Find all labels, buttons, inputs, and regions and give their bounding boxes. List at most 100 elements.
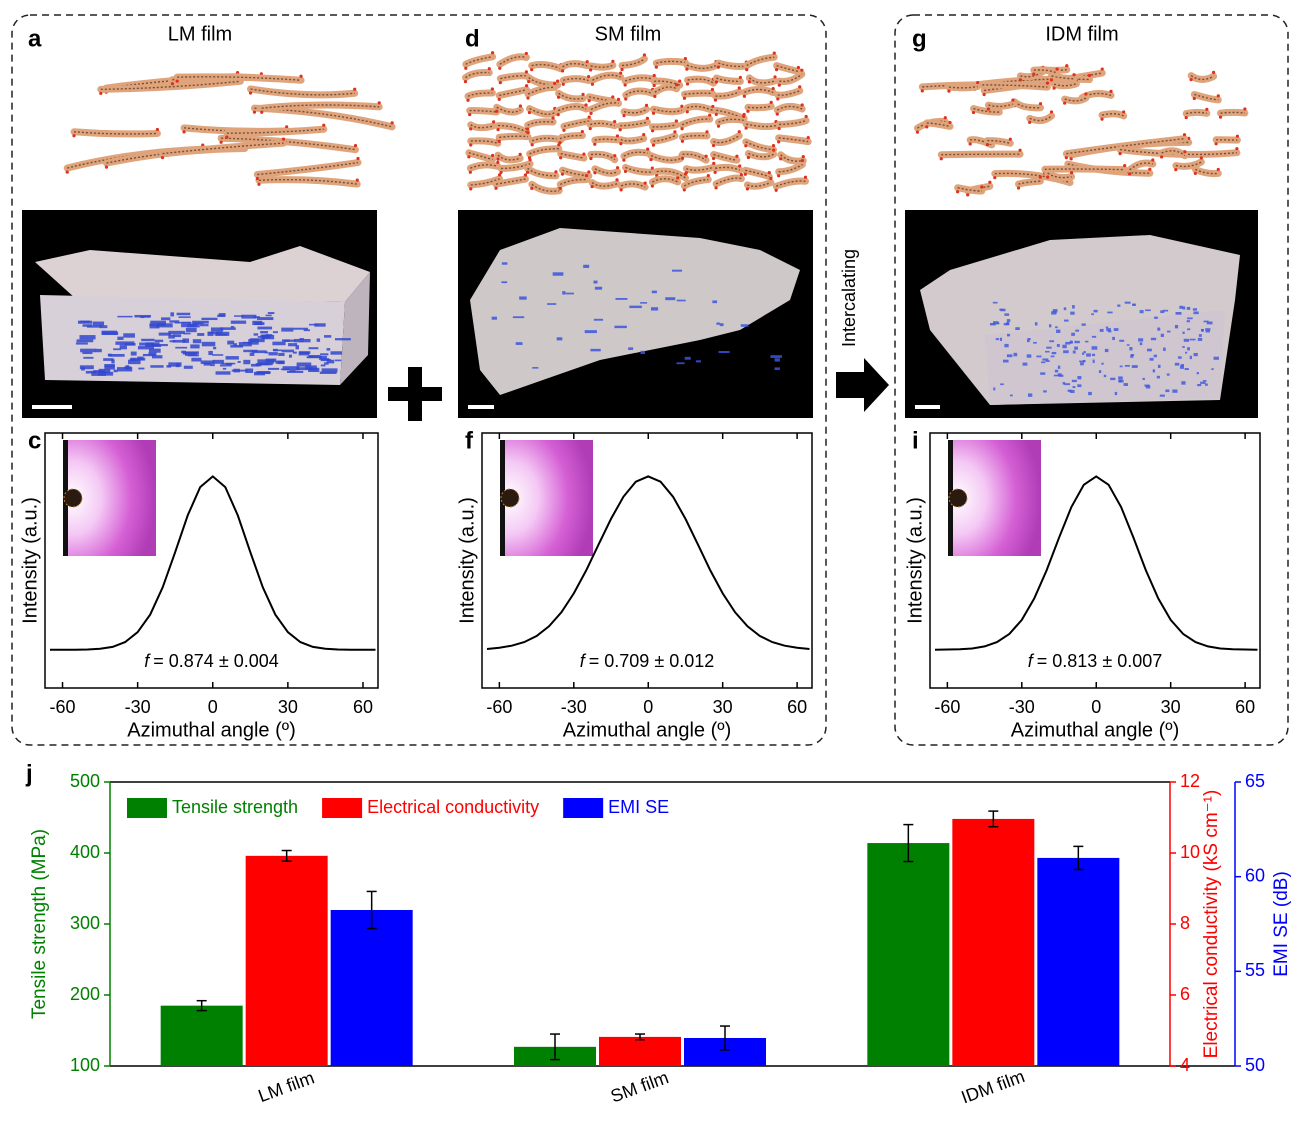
- flake-texture: [1064, 97, 1087, 102]
- panel-label: c: [28, 427, 41, 454]
- flake-dot: [711, 104, 715, 109]
- texture: [117, 336, 124, 340]
- flake-dot: [708, 113, 712, 117]
- flake-dot: [683, 56, 687, 61]
- flake-dot: [623, 169, 628, 174]
- flake: [587, 61, 617, 71]
- flake-dot: [1118, 152, 1122, 156]
- y-tick-label: 300: [70, 913, 100, 933]
- flake-texture: [1190, 74, 1214, 81]
- flake-dot: [943, 116, 947, 120]
- texture: [257, 336, 262, 338]
- texture: [215, 371, 231, 375]
- texture: [1123, 383, 1128, 386]
- flake-texture: [1053, 83, 1077, 87]
- flake-dot: [622, 114, 626, 118]
- flake: [744, 102, 775, 112]
- flake-dot: [685, 110, 689, 114]
- flake-dot: [680, 104, 684, 108]
- flake-dot: [682, 188, 686, 192]
- texture: [1157, 364, 1161, 368]
- texture: [1187, 347, 1190, 351]
- flake-dot: [527, 110, 532, 115]
- texture: [1180, 364, 1184, 367]
- texture: [308, 347, 319, 350]
- texture: [1130, 354, 1134, 358]
- texture: [1067, 389, 1072, 392]
- curve: [486, 475, 810, 650]
- texture: [80, 348, 97, 353]
- flake-dot: [745, 67, 749, 72]
- texture: [231, 369, 249, 372]
- flake-dot: [1064, 156, 1068, 160]
- flake-texture: [1101, 113, 1125, 117]
- flake-texture: [162, 142, 284, 155]
- flake-dot: [1216, 167, 1220, 172]
- flake-dot: [1069, 157, 1073, 161]
- flake-dot: [767, 171, 771, 175]
- texture: [1000, 308, 1006, 312]
- texture: [148, 352, 157, 356]
- texture: [1026, 354, 1032, 358]
- flake-dot: [299, 74, 303, 78]
- y-axis-label: Intensity (a.u.): [19, 497, 41, 624]
- flake-dot: [467, 155, 471, 159]
- flake-dot: [523, 173, 528, 177]
- texture: [330, 351, 343, 355]
- y-tick-label: 4: [1180, 1055, 1190, 1075]
- flake-dot: [587, 74, 591, 79]
- flake-dot: [1192, 96, 1196, 101]
- flake-texture: [1175, 161, 1202, 168]
- texture: [1126, 344, 1130, 346]
- texture: [230, 320, 247, 324]
- texture: [272, 331, 278, 334]
- texture: [1200, 381, 1206, 384]
- flake-dot: [796, 65, 800, 70]
- flake-dot: [742, 94, 746, 98]
- flake-dot: [581, 92, 585, 96]
- flake: [679, 150, 710, 164]
- flake-dot: [774, 188, 778, 192]
- arrow: [836, 358, 889, 412]
- flake-dot: [1235, 134, 1239, 138]
- texture: [278, 352, 285, 357]
- texture: [774, 367, 780, 371]
- panel-label: i: [912, 427, 919, 454]
- texture: [172, 339, 186, 343]
- texture: [288, 354, 292, 358]
- texture: [309, 368, 318, 371]
- texture: [83, 356, 94, 359]
- flake-texture: [620, 137, 644, 142]
- flake-dot: [645, 116, 649, 120]
- flake-dot: [806, 136, 810, 140]
- flake-texture: [1044, 168, 1125, 171]
- flake-texture: [623, 108, 647, 114]
- texture: [1110, 377, 1116, 381]
- flake-texture: [776, 105, 803, 111]
- flake-dot: [685, 82, 690, 86]
- x-axis-label: Azimuthal angle (º): [563, 719, 732, 741]
- flake-dot: [948, 120, 952, 125]
- legend-label: Electrical conductivity: [367, 797, 539, 817]
- flake-texture: [654, 86, 677, 93]
- texture: [1150, 337, 1157, 341]
- texture: [1175, 312, 1182, 315]
- texture: [1160, 310, 1165, 314]
- x-tick-label: 0: [1091, 697, 1101, 717]
- texture: [242, 341, 252, 344]
- texture: [257, 326, 273, 330]
- texture: [86, 325, 102, 328]
- texture: [629, 305, 642, 309]
- flake-texture: [684, 92, 713, 95]
- texture: [76, 339, 94, 343]
- texture: [103, 358, 114, 361]
- texture: [334, 359, 342, 362]
- texture: [1182, 331, 1185, 334]
- flake-texture: [563, 77, 589, 82]
- flake-texture: [1161, 150, 1186, 157]
- flake-dot: [714, 186, 718, 190]
- flake: [772, 177, 809, 190]
- flake-dot: [742, 114, 746, 118]
- panel-label: j: [25, 760, 33, 787]
